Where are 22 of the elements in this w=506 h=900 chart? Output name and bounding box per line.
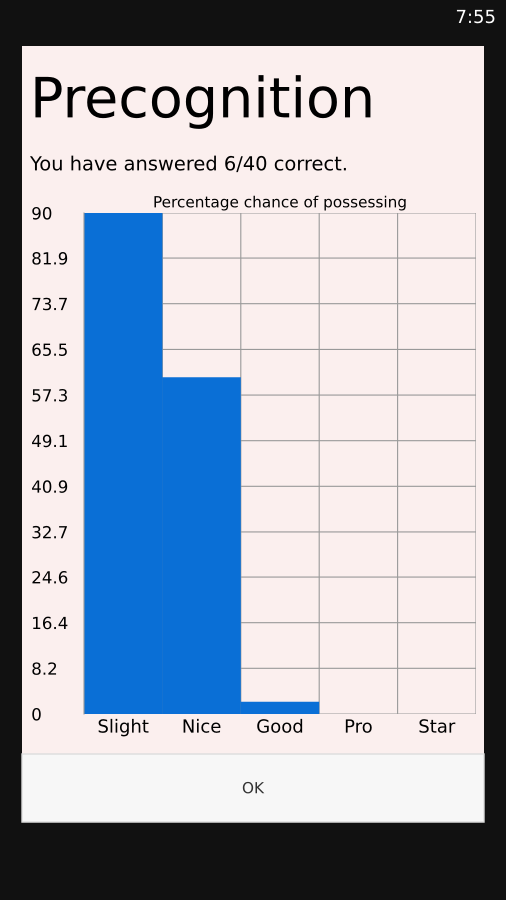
- x-tick-label: Pro: [346, 719, 372, 733]
- y-tick-label: 24.6: [32, 571, 68, 584]
- y-tick-label: 73.7: [32, 298, 67, 310]
- x-tick-label: Good: [257, 718, 302, 733]
- y-tick-label: 16.4: [33, 616, 68, 630]
- y-tick-label: 8.2: [32, 662, 56, 675]
- y-tick-label: 32.7: [32, 526, 67, 539]
- y-tick-label: 0: [32, 708, 41, 721]
- y-tick-label: 49.1: [32, 434, 67, 448]
- chart-subtitle: You have answered 6/40 correct.: [30, 156, 346, 172]
- y-tick-label: 40.9: [32, 480, 68, 493]
- y-tick-label: 65.5: [32, 343, 67, 356]
- y-tick-label: 81.9: [32, 252, 68, 265]
- y-tick-label: 57.3: [32, 388, 67, 402]
- x-axis-title: Percentage chance of possessing: [154, 196, 406, 210]
- chart-title: Precognition: [35, 75, 370, 129]
- x-tick-label: Slight: [98, 718, 149, 736]
- x-tick-label: Nice: [184, 718, 220, 733]
- text: 7:55: [456, 10, 494, 24]
- text: OK: [242, 782, 264, 794]
- x-tick-label: Star: [419, 719, 456, 733]
- y-tick-label: 90: [32, 206, 52, 220]
